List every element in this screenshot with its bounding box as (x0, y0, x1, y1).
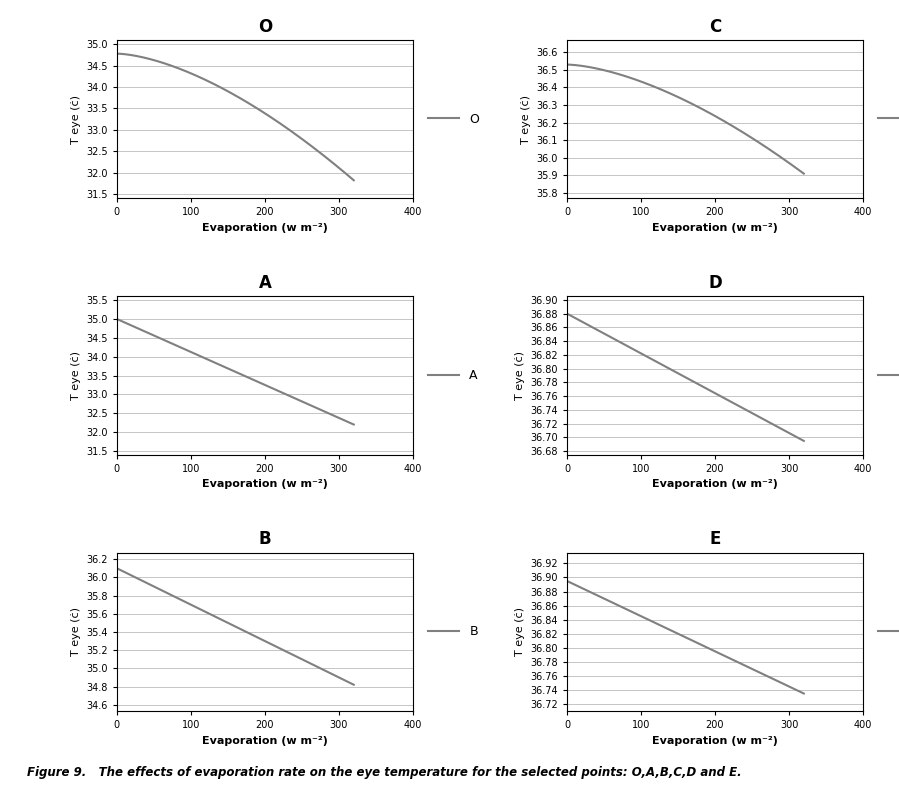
Title: C: C (709, 18, 721, 36)
X-axis label: Evaporation (w m⁻²): Evaporation (w m⁻²) (652, 223, 778, 233)
Legend: C: C (878, 113, 899, 125)
Title: D: D (708, 274, 722, 292)
X-axis label: Evaporation (w m⁻²): Evaporation (w m⁻²) (202, 223, 328, 233)
Legend: E: E (878, 626, 899, 638)
X-axis label: Evaporation (w m⁻²): Evaporation (w m⁻²) (652, 479, 778, 489)
X-axis label: Evaporation (w m⁻²): Evaporation (w m⁻²) (202, 479, 328, 489)
Title: A: A (259, 274, 271, 292)
X-axis label: Evaporation (w m⁻²): Evaporation (w m⁻²) (202, 736, 328, 745)
Legend: O: O (428, 113, 479, 125)
Y-axis label: T eye (ċ): T eye (ċ) (71, 94, 81, 144)
Legend: B: B (428, 626, 478, 638)
Title: O: O (258, 18, 272, 36)
Y-axis label: T eye (ċ): T eye (ċ) (514, 607, 525, 657)
X-axis label: Evaporation (w m⁻²): Evaporation (w m⁻²) (652, 736, 778, 745)
Y-axis label: T eye (ċ): T eye (ċ) (514, 351, 525, 400)
Text: Figure 9.   The effects of evaporation rate on the eye temperature for the selec: Figure 9. The effects of evaporation rat… (27, 766, 742, 779)
Y-axis label: T eye (ċ): T eye (ċ) (71, 351, 81, 400)
Title: E: E (709, 531, 721, 548)
Y-axis label: T eye (ċ): T eye (ċ) (71, 607, 81, 657)
Title: B: B (259, 531, 271, 548)
Legend: D: D (878, 369, 899, 382)
Legend: A: A (428, 369, 478, 382)
Y-axis label: T eye (ċ): T eye (ċ) (521, 94, 530, 144)
